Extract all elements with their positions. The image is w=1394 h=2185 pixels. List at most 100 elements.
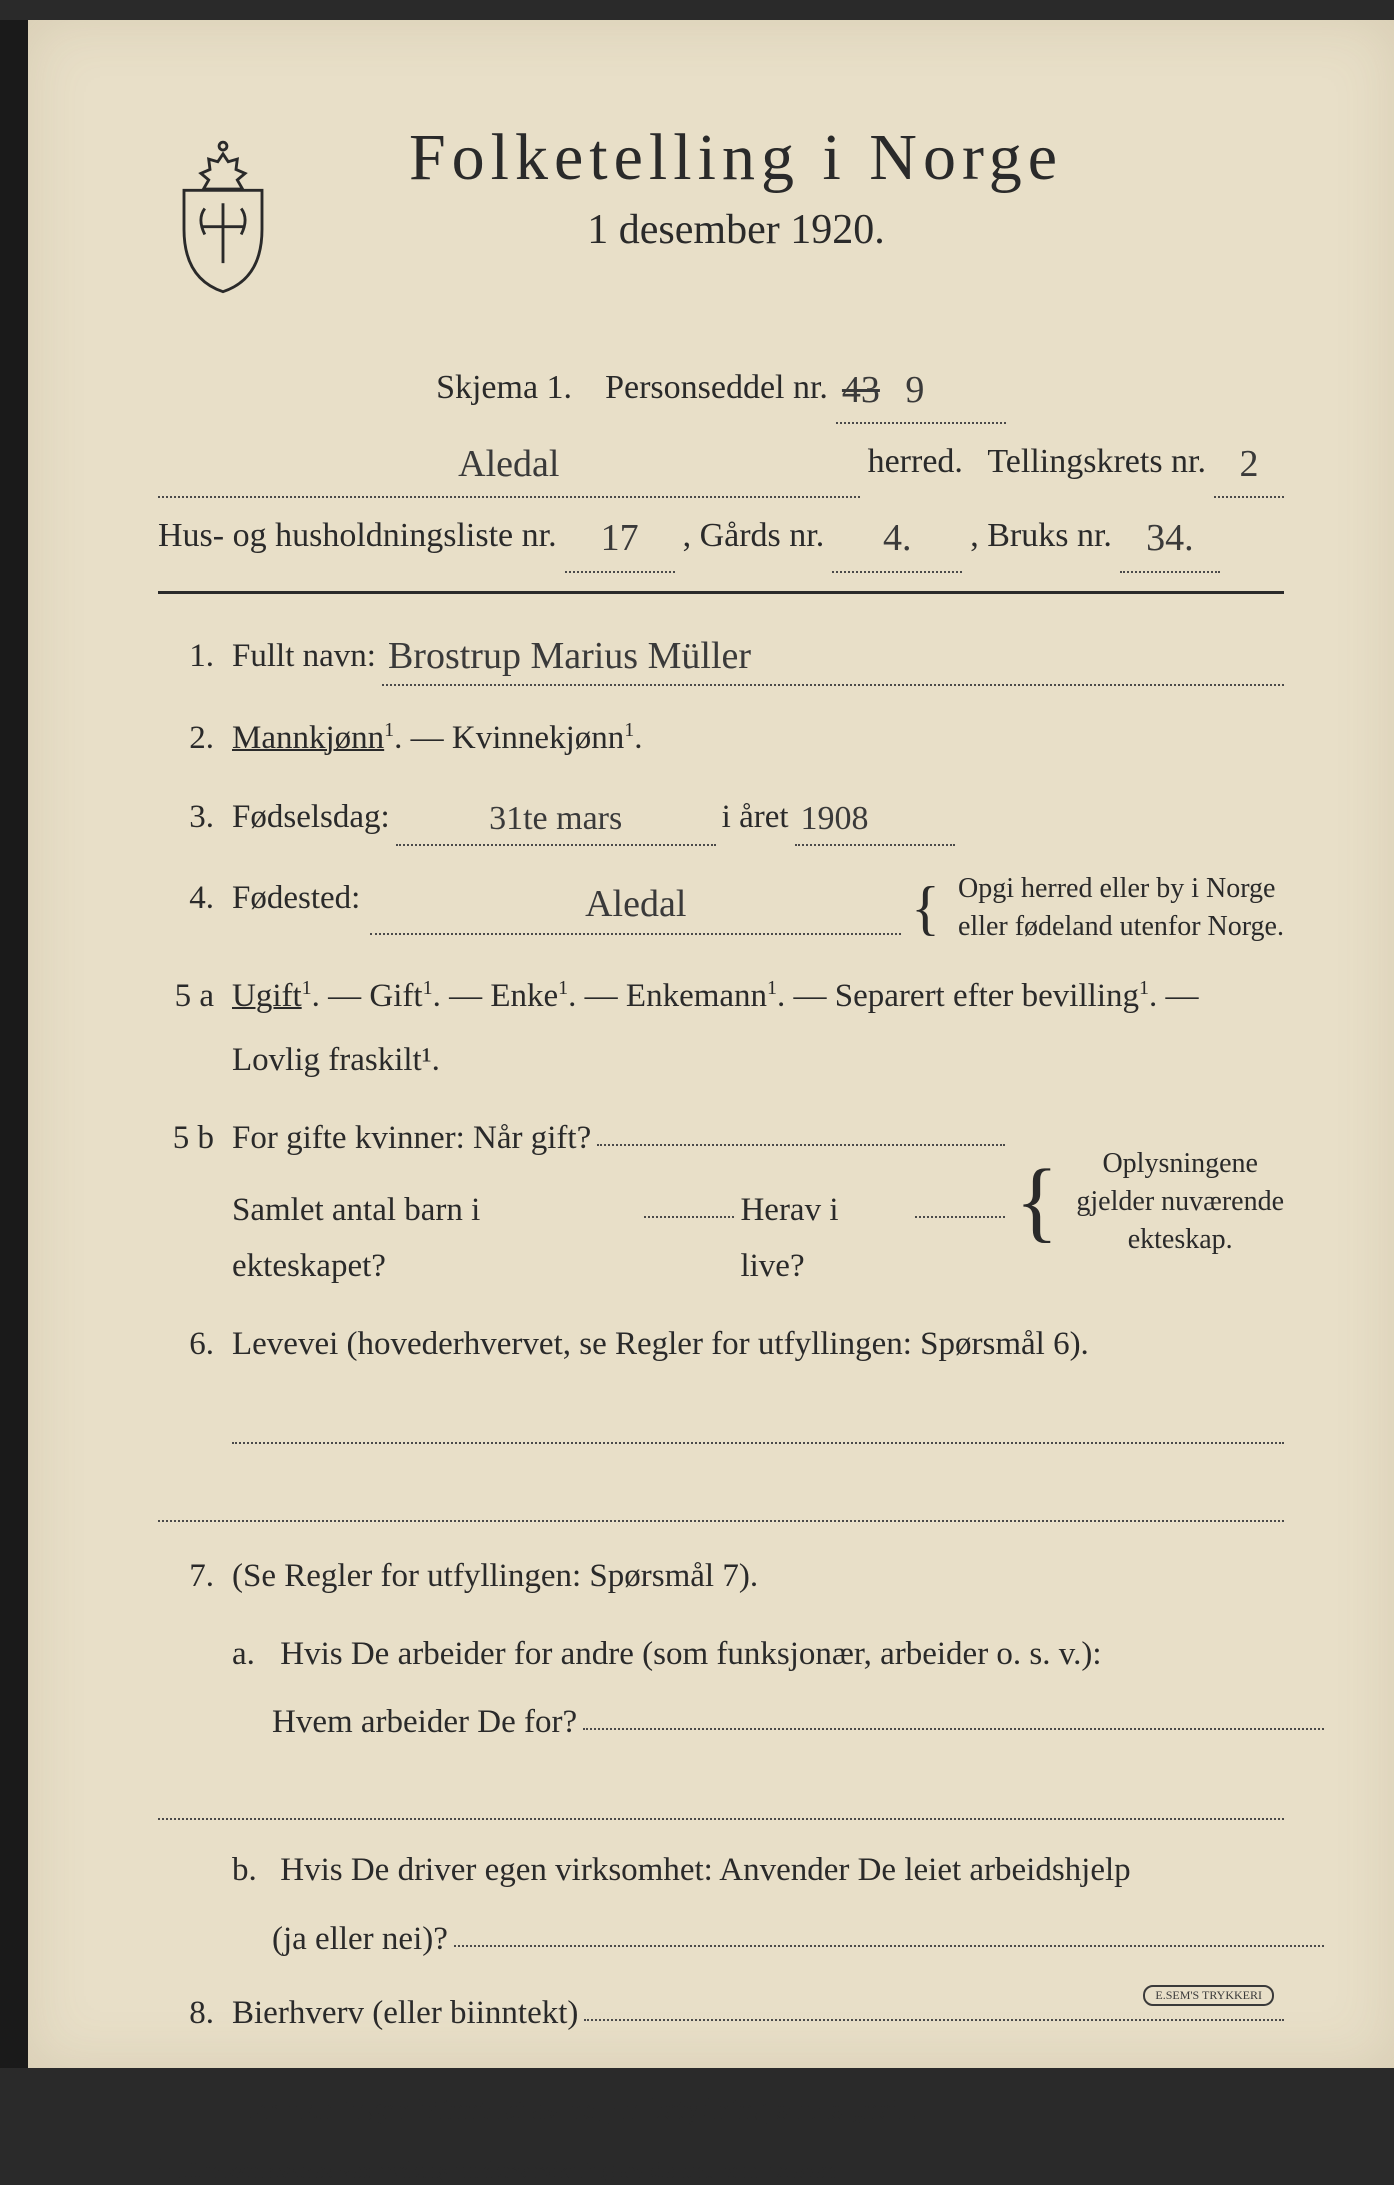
q3-day: 31te mars <box>396 786 716 846</box>
husliste-hand: 17 <box>601 517 639 559</box>
q4-value: Aledal <box>370 868 901 935</box>
divider-footer <box>158 2081 1284 2083</box>
skjema-label: Skjema 1. <box>436 356 572 421</box>
brace-icon: { <box>911 887 940 929</box>
q7a-fill <box>583 1728 1324 1730</box>
q5a-text2: Lovlig fraskilt¹. <box>232 1032 1284 1088</box>
gards-hand: 4. <box>883 517 912 559</box>
q7a-letter: a. <box>232 1626 272 1682</box>
row-herred: Aledal herred. Tellingskrets nr. 2 <box>158 424 1284 498</box>
bruks-hand: 34. <box>1146 517 1194 559</box>
footer-line1: Har man ingen biinntekt av nogen betydni… <box>232 2093 1284 2127</box>
divider-footer2 <box>158 2139 1284 2141</box>
gards-label: , Gårds nr. <box>683 504 825 569</box>
header: Folketelling i Norge 1 desember 1920. <box>158 120 1284 300</box>
footnote-marker: 1 <box>158 2153 167 2173</box>
q5b-n2: gjelder nuværende <box>1076 1186 1284 1217</box>
q6-blank2 <box>158 1480 1284 1522</box>
q3-day-hand: 31te mars <box>489 800 622 837</box>
q5a-ugift: Ugift <box>232 978 302 1014</box>
husliste-label: Hus- og husholdningsliste nr. <box>158 504 557 569</box>
q4: 4. Fødested: Aledal { Opgi herred eller … <box>158 870 1284 946</box>
q6-blank1 <box>232 1402 1284 1444</box>
herred-label: herred. <box>868 430 963 495</box>
q7-num: 7. <box>158 1548 214 1604</box>
q5b-l2b: Herav i live? <box>740 1182 909 1294</box>
q5b-num: 5 b <box>158 1110 214 1166</box>
q5b-l2a: Samlet antal barn i ekteskapet? <box>232 1182 638 1294</box>
q5b-note-group: { Oplysningene gjelder nuværende ekteska… <box>1015 1145 1284 1258</box>
husliste-value: 17 <box>565 498 675 572</box>
q5a: 5 a Ugift1. — Gift1. — Enke1. — Enkemann… <box>158 968 1284 1024</box>
q4-label: Fødested: <box>232 870 360 926</box>
q8-num: 8. <box>158 1985 214 2041</box>
main-title: Folketelling i Norge <box>318 120 1154 196</box>
q7-text: (Se Regler for utfyllingen: Spørsmål 7). <box>232 1548 1284 1604</box>
tellingskrets-hand: 2 <box>1240 443 1259 485</box>
q5b-note: Oplysningene gjelder nuværende ekteskap. <box>1076 1145 1284 1258</box>
tellingskrets-value: 2 <box>1214 424 1284 498</box>
q5a-num: 5 a <box>158 968 214 1024</box>
q5b-n3: ekteskap. <box>1128 1224 1233 1255</box>
personseddel-label: Personseddel nr. <box>605 356 828 421</box>
q7b-l2: (ja eller nei)? <box>272 1911 448 1967</box>
q1-value: Brostrup Marius Müller <box>382 620 1284 687</box>
q4-note: Opgi herred eller by i Norge eller fødel… <box>958 870 1284 946</box>
q2-male: Mannkjønn <box>232 720 384 756</box>
divider-top <box>158 591 1284 594</box>
q5b-l1a: For gifte kvinner: Når gift? <box>232 1110 591 1166</box>
bruks-label: , Bruks nr. <box>970 504 1112 569</box>
q7a-blank <box>158 1778 1284 1820</box>
q8: 8. Bierhverv (eller biinntekt) <box>158 1985 1284 2041</box>
q1-label: Fullt navn: <box>232 628 376 684</box>
q3-year-hand: 1908 <box>801 800 869 837</box>
q5a-line2: Lovlig fraskilt¹. <box>158 1032 1284 1088</box>
census-form-page: Folketelling i Norge 1 desember 1920. Sk… <box>0 20 1394 2068</box>
q4-note-group: { Opgi herred eller by i Norge eller fød… <box>911 870 1284 946</box>
brace-icon: { <box>1015 1170 1058 1233</box>
meta-section: Skjema 1. Personseddel nr. 43 9 Aledal h… <box>158 350 1284 573</box>
q5b-live-fill <box>915 1216 1005 1218</box>
gards-value: 4. <box>832 498 962 572</box>
personseddel-number: 9 <box>905 369 924 411</box>
q7b: b. Hvis De driver egen virksomhet: Anven… <box>158 1842 1284 1966</box>
tellingskrets-label: Tellingskrets nr. <box>987 430 1206 495</box>
q5b: 5 b For gifte kvinner: Når gift? Samlet … <box>158 1110 1284 1294</box>
q7: 7. (Se Regler for utfyllingen: Spørsmål … <box>158 1548 1284 1604</box>
q3-label: Fødselsdag: <box>232 789 390 845</box>
q3-mid: i året <box>722 789 789 845</box>
q6-num: 6. <box>158 1316 214 1372</box>
q2: 2. Mannkjønn1. — Kvinnekjønn1. <box>158 710 1284 766</box>
q4-num: 4. <box>158 870 214 926</box>
q7a: a. Hvis De arbeider for andre (som funks… <box>158 1626 1284 1750</box>
q7a-l2: Hvem arbeider De for? <box>272 1694 577 1750</box>
footnote: 1 Her kan svares ved tydelig understrekn… <box>158 2153 1284 2185</box>
subtitle: 1 desember 1920. <box>318 206 1154 254</box>
q7b-letter: b. <box>232 1842 272 1898</box>
coat-of-arms-icon <box>158 130 288 300</box>
form-body: 1. Fullt navn: Brostrup Marius Müller 2.… <box>158 622 1284 2185</box>
q5b-barn-fill <box>644 1216 734 1218</box>
q1-num: 1. <box>158 628 214 684</box>
personseddel-struck: 43 <box>842 369 880 411</box>
q7b-fill <box>454 1945 1324 1947</box>
printer-mark: E.SEM'S TRYKKERI <box>1143 1985 1274 2006</box>
q8-label: Bierhverv (eller biinntekt) <box>232 1985 578 2041</box>
herred-value: Aledal <box>158 424 860 498</box>
q3-year: 1908 <box>795 786 955 846</box>
title-block: Folketelling i Norge 1 desember 1920. <box>318 120 1284 254</box>
q3: 3. Fødselsdag: 31te mars i året 1908 <box>158 788 1284 848</box>
q2-num: 2. <box>158 710 214 766</box>
q4-note-l1: Opgi herred eller by i Norge <box>958 873 1276 904</box>
q3-num: 3. <box>158 789 214 845</box>
personseddel-value: 43 9 <box>836 350 1006 424</box>
q5b-n1: Oplysningene <box>1102 1148 1258 1179</box>
bruks-value: 34. <box>1120 498 1220 572</box>
q7a-l1: Hvis De arbeider for andre (som funksjon… <box>280 1636 1101 1672</box>
q2-female: — Kvinnekjønn <box>411 720 625 756</box>
q1-hand: Brostrup Marius Müller <box>388 635 751 677</box>
q5b-gift-fill <box>597 1144 1005 1146</box>
q4-note-l2: eller fødeland utenfor Norge. <box>958 911 1284 942</box>
herred-handwritten: Aledal <box>458 443 559 485</box>
row-husliste: Hus- og husholdningsliste nr. 17 , Gårds… <box>158 498 1284 572</box>
